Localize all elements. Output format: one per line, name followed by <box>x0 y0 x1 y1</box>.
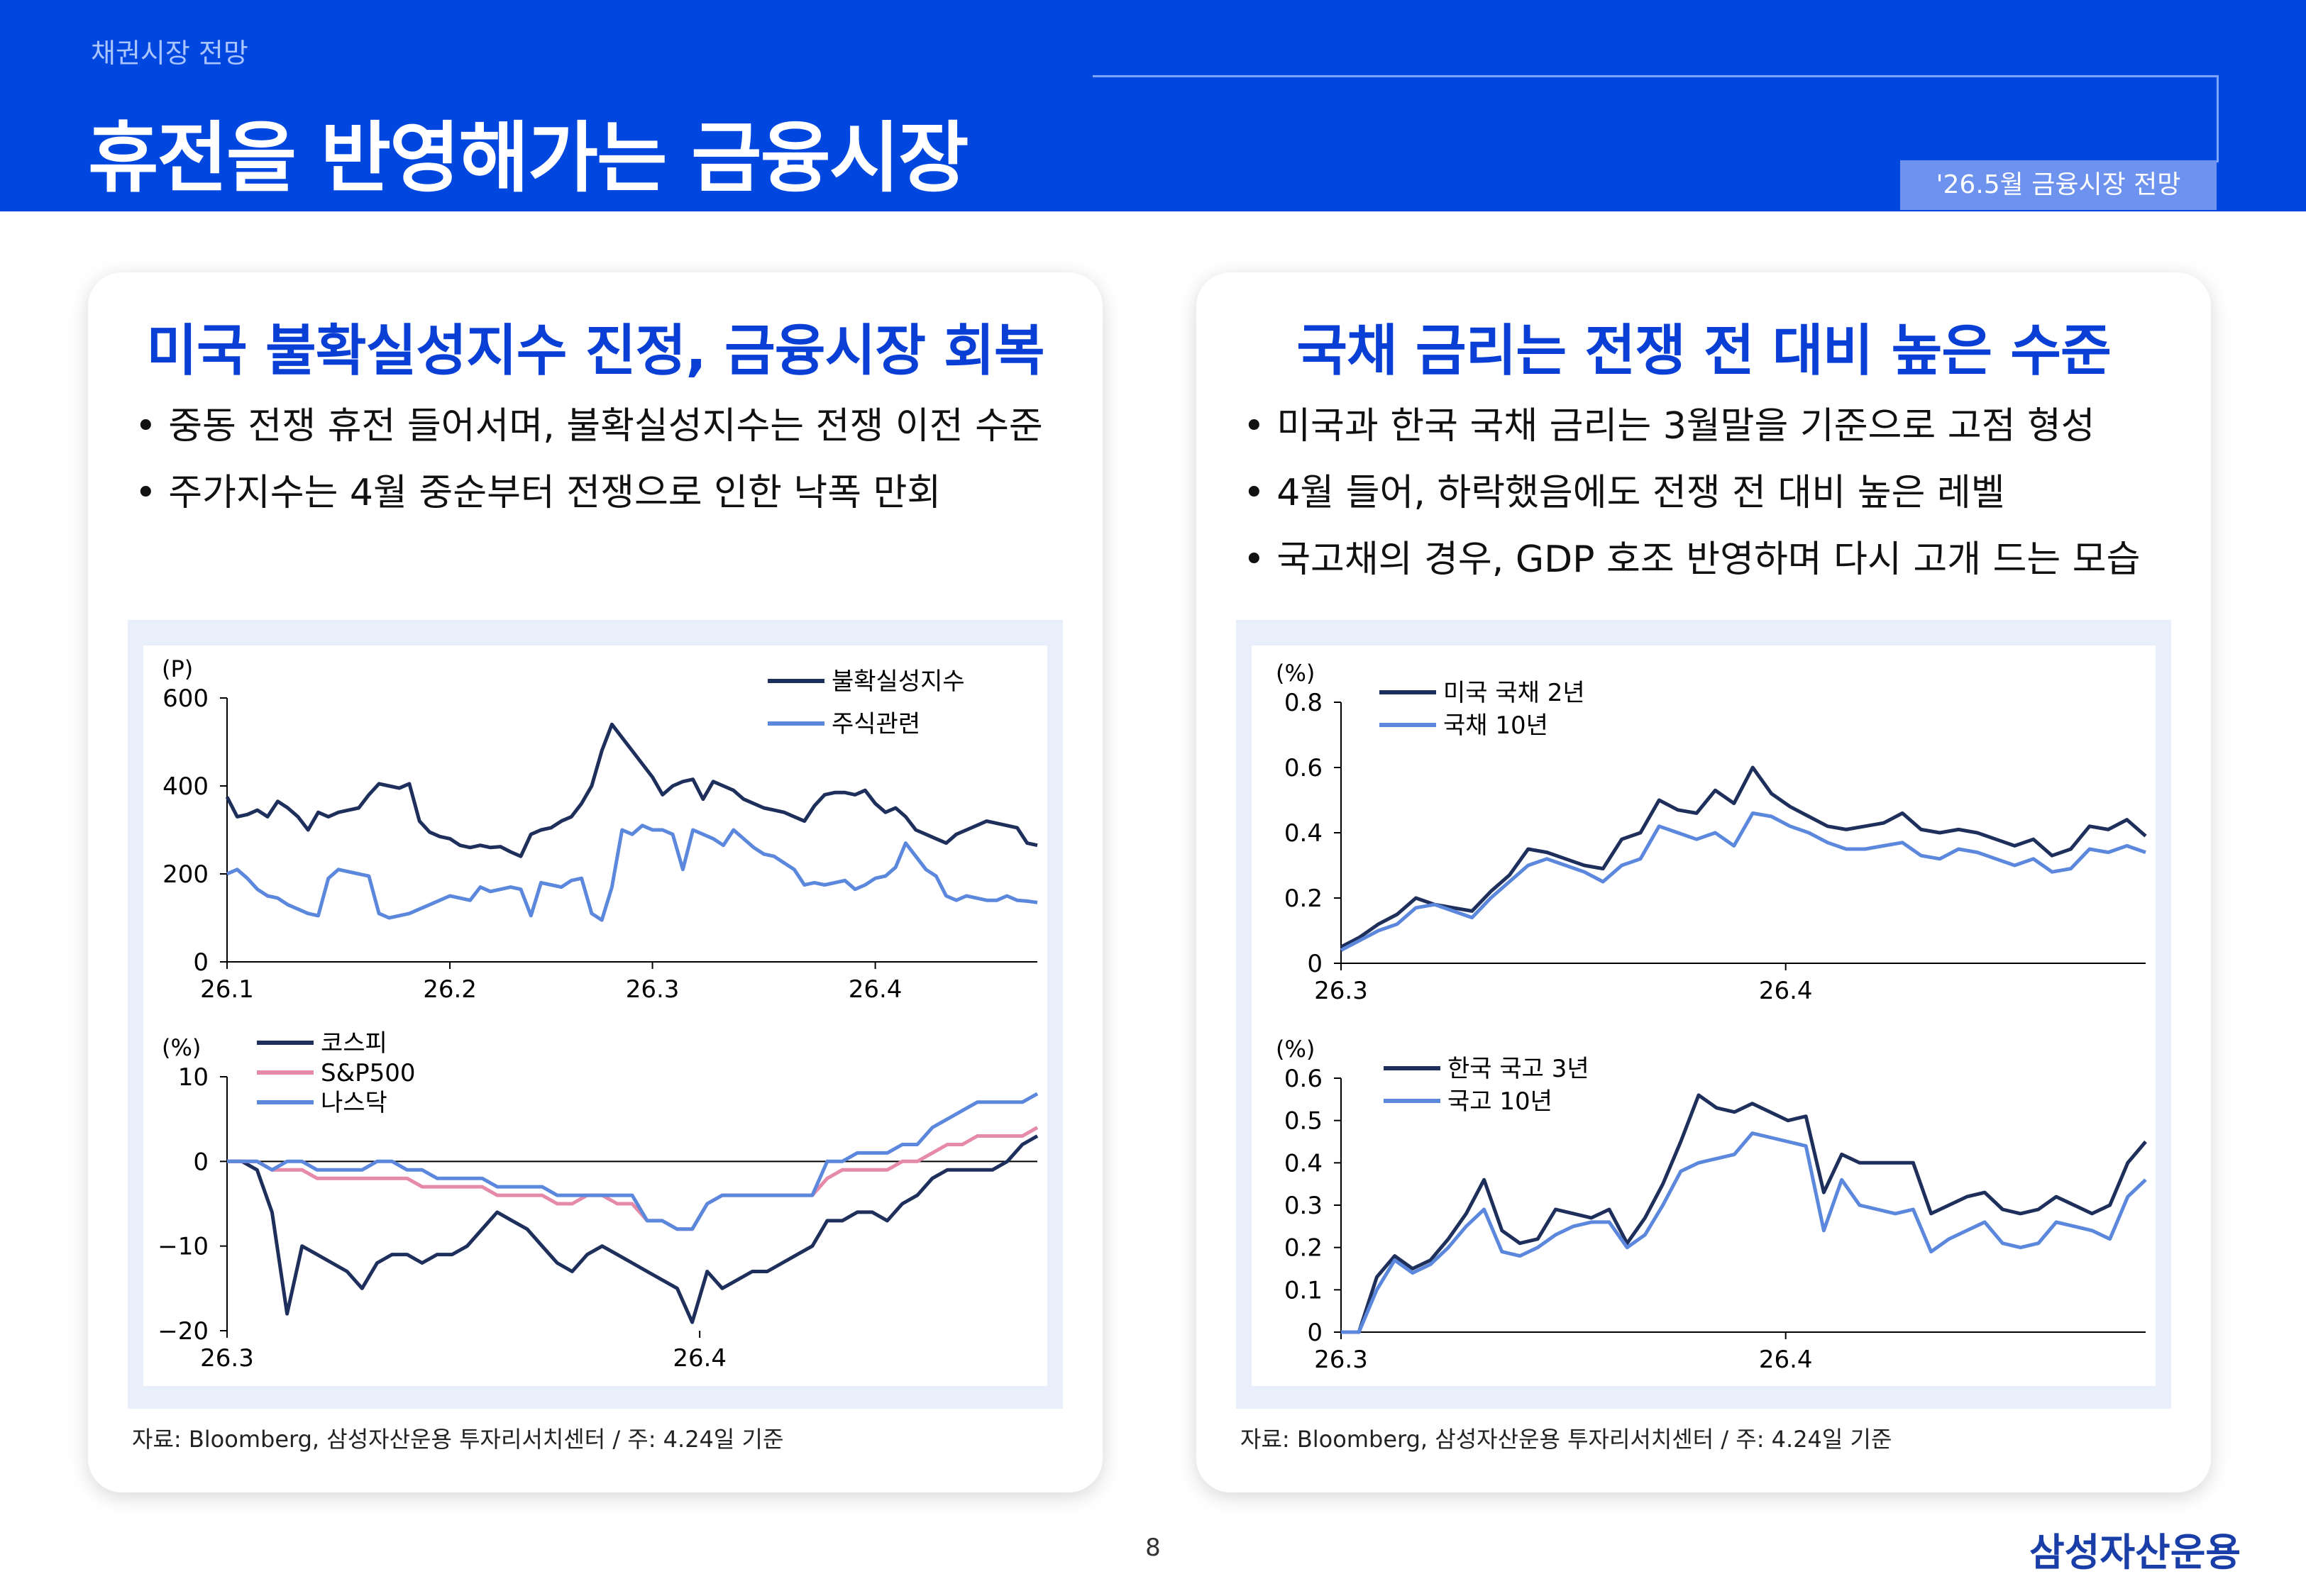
y-tick-label: 0.4 <box>1284 819 1323 848</box>
x-tick-label: 26.3 <box>1314 977 1368 1005</box>
y-tick-label: 10 <box>178 1063 209 1092</box>
left-bullet-list: 중동 전쟁 휴전 들어서며, 불확실성지수는 전쟁 이전 수준 주가지수는 4월… <box>135 393 1043 526</box>
y-tick-label: −20 <box>158 1317 209 1346</box>
y-tick-label: 0 <box>193 948 209 977</box>
y-tick-label: −10 <box>158 1233 209 1261</box>
bullet-item: 중동 전쟁 휴전 들어서며, 불확실성지수는 전쟁 이전 수준 <box>135 393 1043 460</box>
series-line-1 <box>227 1134 1039 1324</box>
y-tick-label: 0.2 <box>1284 1234 1323 1263</box>
y-tick-label: 0.4 <box>1284 1149 1323 1177</box>
y-tick-label: 0.3 <box>1284 1192 1323 1220</box>
x-tick-label: 26.1 <box>200 975 254 1004</box>
x-tick-label: 26.3 <box>1314 1346 1368 1374</box>
y-axis-unit: (P) <box>162 655 193 682</box>
legend-label: 주식관련 <box>832 710 920 738</box>
page-number: 8 <box>1145 1534 1161 1562</box>
series-line-1 <box>1340 765 2147 949</box>
x-tick-label: 26.3 <box>626 975 680 1004</box>
legend-label: 미국 국채 2년 <box>1443 679 1585 707</box>
left-source-note: 자료: Bloomberg, 삼성자산운용 투자리서치센터 / 주: 4.24일… <box>132 1426 784 1453</box>
series-line-2 <box>1340 811 2146 952</box>
y-tick-label: 0.5 <box>1284 1107 1323 1136</box>
y-tick-label: 0.1 <box>1284 1276 1323 1304</box>
right-bullet-list: 미국과 한국 국채 금리는 3월말을 기준으로 고점 형성 4월 들어, 하락했… <box>1243 393 2140 593</box>
section-label: 채권시장 전망 <box>91 38 248 69</box>
brand-logo: 삼성자산운용 <box>2029 1530 2241 1575</box>
legend-label: 불확실성지수 <box>832 667 965 696</box>
x-tick-label: 26.4 <box>849 975 903 1004</box>
y-tick-label: 0.8 <box>1284 689 1323 717</box>
bullet-item: 주가지수는 4월 중순부터 전쟁으로 인한 낙폭 만회 <box>135 460 1043 526</box>
bullet-item: 국고채의 경우, GDP 호조 반영하며 다시 고개 드는 모습 <box>1243 526 2140 593</box>
chart-kr_treasury: 0 0.1 0.2 0.3 0.4 0.5 0.6(%) 26.3 26.4 한국 국고 3년국고… <box>1276 1036 2147 1374</box>
series-line-3 <box>227 1092 1039 1231</box>
right-chart-area: 0 0.2 0.4 0.6 0.8 (%) 26.3 26.4 미국 국채 2년 국채 10년 0 0… <box>1252 645 2156 1386</box>
y-tick-label: 0.6 <box>1284 1065 1323 1093</box>
left-panel: 미국 불확실성지수 진정, 금융시장 회복 중동 전쟁 휴전 들어서며, 불확실… <box>88 272 1103 1492</box>
y-tick-label: 400 <box>162 772 209 801</box>
right-panel-title: 국채 금리는 전쟁 전 대비 높은 수준 <box>1296 319 2112 383</box>
y-tick-label: 200 <box>162 860 209 889</box>
report-tag: '26.5월 금융시장 전망 <box>1900 160 2217 210</box>
header-frame-line <box>1093 75 2219 162</box>
legend-label: 국고 10년 <box>1447 1087 1552 1116</box>
x-tick-label: 26.4 <box>673 1344 727 1373</box>
legend-label: 국채 10년 <box>1443 711 1548 740</box>
legend-label: 한국 국고 3년 <box>1447 1055 1589 1083</box>
y-axis-unit: (%) <box>1276 660 1315 687</box>
legend-label: 코스피 <box>321 1029 387 1058</box>
legend-label: S&P500 <box>321 1059 416 1087</box>
y-axis-unit: (%) <box>1276 1036 1315 1063</box>
bullet-item: 미국과 한국 국채 금리는 3월말을 기준으로 고점 형성 <box>1243 393 2140 460</box>
series-line-1 <box>225 722 1038 858</box>
y-tick-label: 0 <box>1307 950 1323 978</box>
x-tick-label: 26.4 <box>1759 1346 1813 1374</box>
x-tick-label: 26.3 <box>200 1344 254 1373</box>
legend-label: 나스닥 <box>321 1089 387 1117</box>
right-source-note: 자료: Bloomberg, 삼성자산운용 투자리서치센터 / 주: 4.24일… <box>1240 1426 1892 1453</box>
series-line-1 <box>1341 1093 2147 1334</box>
y-tick-label: 0 <box>193 1148 209 1176</box>
y-axis-unit: (%) <box>162 1034 201 1061</box>
x-tick-label: 26.2 <box>423 975 477 1004</box>
page-title: 휴전을 반영해가는 금융시장 <box>88 114 969 203</box>
header-banner: 채권시장 전망 휴전을 반영해가는 금융시장 '26.5월 금융시장 전망 <box>0 0 2306 211</box>
right-panel: 국채 금리는 전쟁 전 대비 높은 수준 미국과 한국 국채 금리는 3월말을 … <box>1196 272 2211 1492</box>
bullet-item: 4월 들어, 하락했음에도 전쟁 전 대비 높은 레벨 <box>1243 460 2140 526</box>
series-line-2 <box>1341 1131 2147 1334</box>
series-line-2 <box>227 1126 1039 1231</box>
y-tick-label: 0.6 <box>1284 754 1323 782</box>
right-chart-frame: 0 0.2 0.4 0.6 0.8 (%) 26.3 26.4 미국 국채 2년 국채 10년 0 0… <box>1236 620 2171 1409</box>
x-tick-label: 26.4 <box>1759 977 1813 1005</box>
left-panel-title: 미국 불확실성지수 진정, 금융시장 회복 <box>146 319 1044 383</box>
y-tick-label: 0.2 <box>1284 885 1323 913</box>
y-tick-label: 600 <box>162 685 209 713</box>
series-line-2 <box>226 824 1038 922</box>
y-tick-label: 0 <box>1307 1319 1323 1347</box>
